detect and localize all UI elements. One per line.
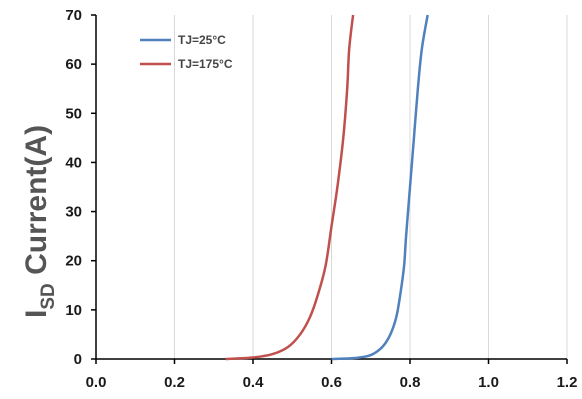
y-tick-label: 40 xyxy=(65,154,82,171)
legend-label: TJ=25°C xyxy=(178,33,226,47)
legend: TJ=25°C TJ=175°C xyxy=(140,33,233,71)
y-tick-label: 10 xyxy=(65,302,82,319)
series-line-tj25 xyxy=(331,14,429,361)
series-line-tj175 xyxy=(225,14,355,361)
axes: 0 10 20 30 40 50 60 70 0.0 0.2 0.4 0.6 0.8 1.0 1.2 xyxy=(65,7,577,391)
x-tick-label: 0.8 xyxy=(400,374,421,391)
series-layer xyxy=(225,14,429,361)
y-axis-label-subscript: SD xyxy=(38,283,59,309)
x-tick-label: 1.2 xyxy=(557,374,578,391)
y-axis-label-main: I xyxy=(20,310,53,318)
y-axis-label: ISD Current(A) xyxy=(20,125,59,318)
y-tick-label: 30 xyxy=(65,204,82,221)
x-tick-label: 0.6 xyxy=(321,374,342,391)
legend-label: TJ=175°C xyxy=(178,57,233,71)
grid xyxy=(174,15,568,359)
y-tick-label: 20 xyxy=(65,253,82,270)
y-tick-label: 50 xyxy=(65,105,82,122)
x-tick-label: 0.4 xyxy=(243,374,265,391)
x-tick-label: 0.0 xyxy=(86,374,107,391)
x-tick-label: 0.2 xyxy=(164,374,185,391)
axis-labels: ISD Current(A) xyxy=(20,125,59,318)
y-tick-label: 70 xyxy=(65,7,82,24)
x-tick-label: 1.0 xyxy=(478,374,499,391)
y-tick-label: 60 xyxy=(65,56,82,73)
y-axis-label-rest: Current(A) xyxy=(20,125,53,283)
y-tick-label: 0 xyxy=(74,351,82,368)
